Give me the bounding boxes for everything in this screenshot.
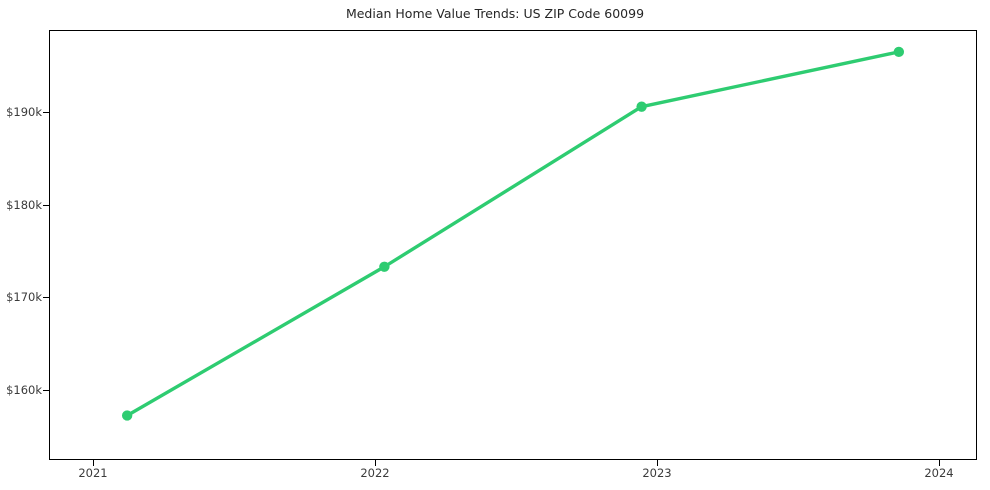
data-point-2021 xyxy=(121,410,133,421)
plot-area xyxy=(49,30,977,460)
series-markers xyxy=(121,46,905,421)
x-tick-mark-2024 xyxy=(939,460,940,466)
x-tick-label-2024: 2024 xyxy=(924,466,954,480)
y-tick-label-160k: $160k xyxy=(6,383,42,397)
y-tick-label-190k: $190k xyxy=(6,105,42,119)
x-tick-label-2021: 2021 xyxy=(78,466,108,480)
y-tick-mark-160k xyxy=(43,390,49,391)
y-axis-tick-labels: $190k $180k $170k $160k xyxy=(0,0,42,490)
data-point-2022 xyxy=(379,261,390,272)
x-tick-label-2023: 2023 xyxy=(642,466,672,480)
x-tick-mark-2021 xyxy=(93,460,94,466)
x-tick-label-2022: 2022 xyxy=(360,466,390,480)
y-tick-mark-170k xyxy=(43,297,49,298)
y-tick-label-180k: $180k xyxy=(6,198,42,212)
data-point-2024 xyxy=(893,46,905,58)
series-line-median-home-value xyxy=(125,50,901,418)
y-tick-mark-180k xyxy=(43,205,49,206)
data-point-2023 xyxy=(636,101,647,112)
x-tick-mark-2023 xyxy=(657,460,658,466)
y-tick-label-170k: $170k xyxy=(6,290,42,304)
y-tick-mark-190k xyxy=(43,112,49,113)
x-tick-mark-2022 xyxy=(375,460,376,466)
chart-title: Median Home Value Trends: US ZIP Code 60… xyxy=(345,6,645,21)
line-chart-svg xyxy=(121,46,905,421)
